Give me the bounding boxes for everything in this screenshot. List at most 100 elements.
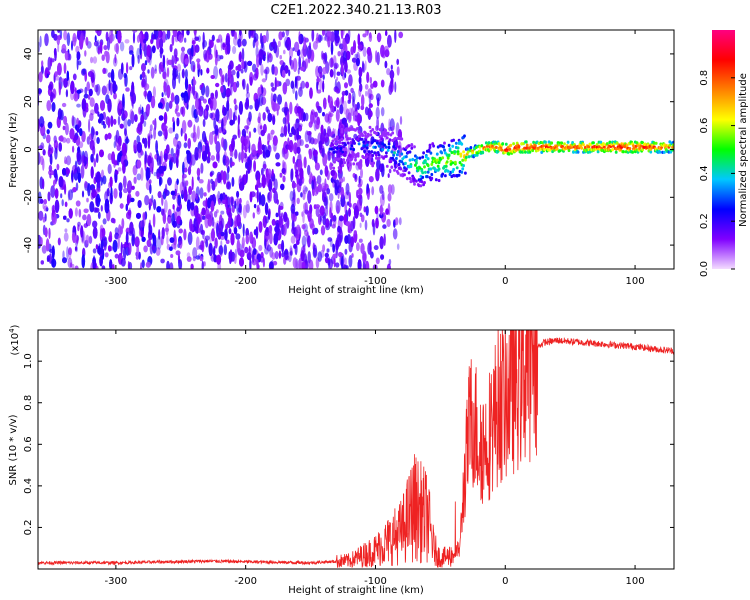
- spectrogram-cell: [46, 257, 50, 262]
- spectrogram-cell: [136, 159, 142, 169]
- spectrogram-ridge-cell: [405, 177, 409, 181]
- spectrogram-cell: [283, 49, 286, 55]
- spectrogram-cell: [301, 211, 304, 217]
- spectrogram-cell: [256, 54, 260, 68]
- spectrogram-cell: [240, 68, 244, 74]
- x-tick-label: -100: [364, 276, 387, 287]
- spectrogram-cell: [368, 103, 373, 108]
- spectrogram-cell: [231, 69, 236, 76]
- spectrogram-cell: [256, 259, 259, 269]
- spectrogram-cell: [256, 204, 260, 212]
- spectrogram-cell: [337, 51, 342, 57]
- spectrogram-cell: [245, 227, 249, 238]
- spectrogram-ridge-cell: [560, 141, 564, 145]
- spectrogram-ridge-cell: [395, 156, 398, 161]
- spectrogram-cell: [137, 54, 140, 64]
- spectrogram-cell: [275, 162, 281, 167]
- spectrogram-cell: [389, 69, 395, 80]
- spectrogram-cell: [359, 83, 363, 92]
- spectrogram-cell: [281, 31, 285, 38]
- spectrogram-cell: [321, 182, 326, 191]
- spectrogram-cell: [227, 76, 230, 87]
- spectrogram-cell: [273, 190, 279, 204]
- spectrogram-ridge-cell: [424, 155, 428, 159]
- spectrogram-cell: [175, 144, 180, 157]
- spectrogram-ridge-cell: [419, 184, 423, 188]
- spectrogram-cell: [178, 259, 183, 269]
- spectrogram-cell: [143, 90, 148, 97]
- spectrogram-cell: [72, 145, 75, 153]
- spectrogram-cell: [220, 217, 225, 229]
- spectrogram-cell: [298, 86, 303, 97]
- spectrogram-cell: [329, 57, 334, 68]
- spectrogram-ridge-cell: [555, 147, 559, 151]
- spectrogram-cell: [391, 125, 395, 131]
- spectrogram-cell: [176, 117, 180, 127]
- spectrogram-cell: [208, 151, 211, 157]
- spectrogram-cell: [240, 68, 244, 74]
- spectrogram-cell: [330, 100, 334, 113]
- spectrogram-cell: [84, 156, 88, 162]
- spectrogram-cell: [82, 68, 87, 75]
- spectrogram-cell: [299, 39, 303, 45]
- spectrogram-cell: [262, 35, 267, 44]
- spectrogram-cell: [376, 51, 380, 66]
- spectrogram-cell: [95, 153, 99, 164]
- spectrogram-cell: [149, 124, 153, 132]
- spectrogram-cell: [76, 154, 82, 166]
- spectrogram-cell: [205, 142, 209, 155]
- spectrogram-ridge-cell: [550, 141, 554, 145]
- spectrogram-cell: [282, 117, 287, 125]
- spectrogram-cell: [320, 225, 326, 236]
- spectrogram-cell: [192, 64, 196, 73]
- spectrogram-cell: [311, 179, 315, 190]
- spectrogram-cell: [386, 68, 391, 76]
- spectrogram-cell: [46, 134, 51, 144]
- spectrogram-cell: [392, 228, 398, 240]
- spectrogram-cell: [270, 82, 274, 87]
- x-tick-label: -300: [105, 576, 128, 587]
- spectrogram-cell: [350, 107, 355, 116]
- spectrogram-cell: [205, 85, 210, 98]
- spectrogram-ridge-cell: [385, 136, 389, 140]
- spectrogram-cell: [138, 32, 141, 40]
- spectrogram-ridge-cell: [408, 150, 412, 154]
- spectrogram-cell: [300, 80, 306, 89]
- spectrogram-cell: [244, 125, 250, 130]
- spectrogram-cell: [86, 214, 92, 227]
- spectrogram-cell: [310, 111, 314, 125]
- spectrogram-cell: [303, 202, 307, 211]
- spectrogram-cell: [241, 47, 245, 62]
- spectrogram-ridge-cell: [380, 137, 384, 141]
- colorbar-tick-label: 0.4: [699, 165, 710, 181]
- spectrogram-cell: [207, 217, 213, 227]
- spectrogram-cell: [90, 109, 95, 116]
- spectrogram-cell: [375, 125, 379, 132]
- spectrogram-cell: [271, 252, 276, 260]
- spectrogram-cell: [156, 235, 162, 250]
- spectrogram-cell: [318, 140, 323, 151]
- spectrogram-cell: [181, 68, 185, 79]
- spectrogram-cell: [304, 58, 309, 69]
- spectrogram-cell: [314, 111, 318, 118]
- spectrogram-cell: [197, 35, 201, 43]
- spectrogram-cell: [57, 62, 62, 76]
- spectrogram-cell: [179, 219, 183, 226]
- snr-x-label: Height of straight line (km): [288, 585, 424, 596]
- spectrogram-cell: [267, 133, 271, 143]
- spectrogram-cell: [223, 115, 228, 124]
- spectrogram-cell: [167, 153, 172, 160]
- spectrogram-cell: [54, 147, 58, 160]
- spectrogram-cell: [335, 109, 340, 122]
- spectrogram-cell: [253, 160, 256, 172]
- spectrogram-cell: [96, 181, 101, 192]
- spectrogram-cell: [229, 150, 233, 157]
- spectrogram-cell: [274, 77, 277, 91]
- spectrogram-cell: [220, 240, 223, 248]
- spectrogram-cell: [312, 247, 318, 259]
- spectrogram-cell: [92, 56, 98, 64]
- x-tick-label: 0: [502, 276, 508, 287]
- spectrogram-cell: [63, 215, 67, 220]
